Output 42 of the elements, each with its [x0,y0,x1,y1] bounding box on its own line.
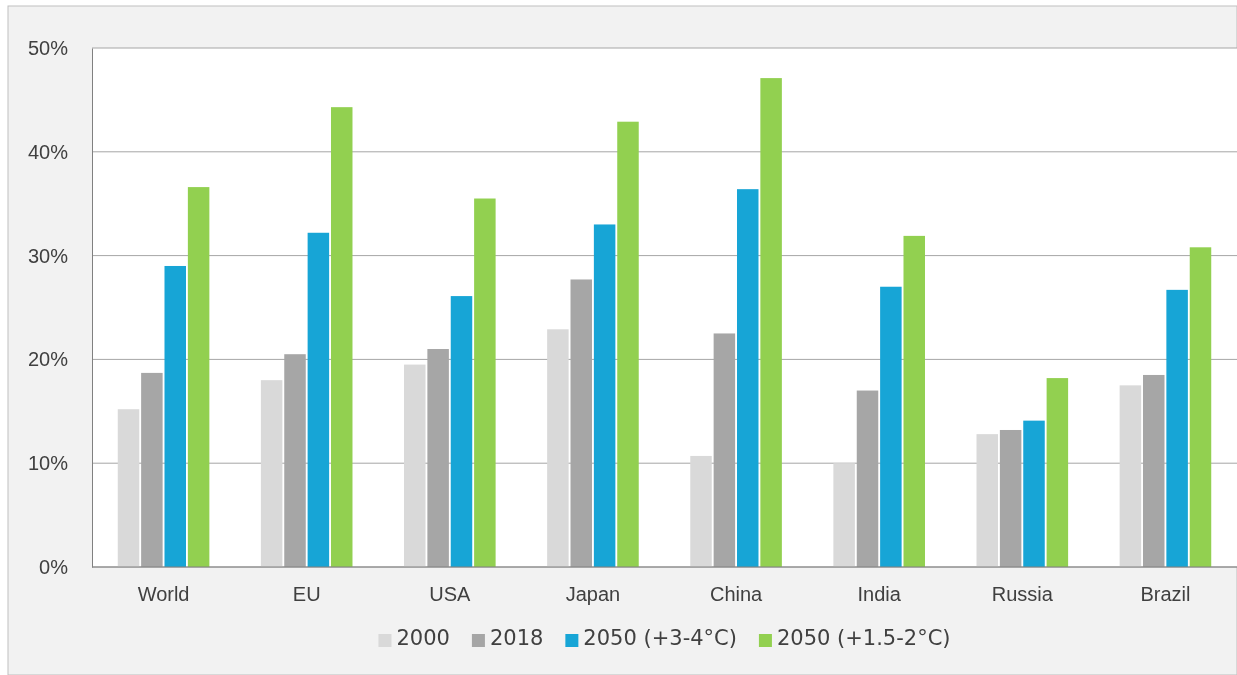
bar [450,296,473,567]
legend-label: 2000 [396,626,450,650]
x-tick-label: EU [292,583,321,606]
x-tick-label: USA [429,583,472,606]
bar [187,187,210,567]
bar [330,107,353,567]
x-tick-label: China [709,583,764,606]
bar [1023,420,1045,567]
x-tick-label: Japan [565,583,621,606]
bar [474,198,496,567]
bar [1189,247,1212,567]
bar [307,232,330,567]
bar [903,235,925,567]
y-tick-label: 0% [39,555,69,578]
x-tick-label: Brazil [1140,583,1191,606]
bar [547,329,569,567]
y-tick-label: 50% [27,36,69,59]
bar [833,463,855,567]
bar [880,286,902,567]
y-tick-label: 20% [27,348,69,371]
bar [976,434,999,567]
bar [760,78,782,567]
bar [117,409,140,567]
bar [260,380,283,567]
bar [404,364,426,567]
y-tick-label: 10% [27,452,69,475]
bar [737,189,759,567]
y-tick-label: 40% [27,140,69,163]
bar [1166,289,1188,567]
legend-label: 2018 [489,626,544,650]
bar [164,265,186,567]
bar [1046,378,1069,567]
bar [617,121,639,567]
bar [1119,385,1142,567]
x-tick-label: India [857,583,902,606]
bar [690,455,712,567]
legend-label: 2050 (+1.5-2°C) [776,626,951,650]
x-tick-label: Russia [991,583,1054,606]
x-tick-label: World [137,583,190,606]
bar [593,224,616,567]
legend-label: 2050 (+3-4°C) [583,626,737,650]
y-tick-label: 30% [27,244,69,267]
